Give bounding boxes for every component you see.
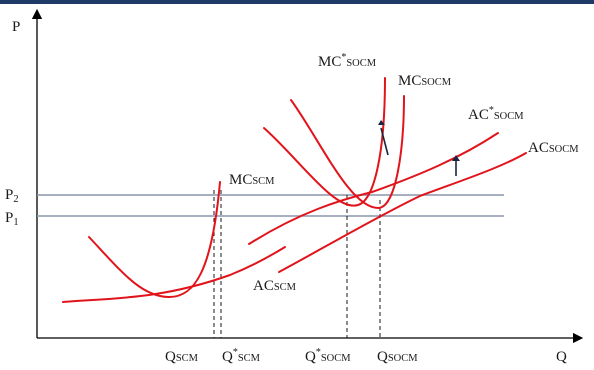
mc-shift-arrow (380, 127, 389, 156)
p2-label: P2 (5, 187, 19, 205)
mc-shift-arrow-head (378, 120, 385, 125)
ac-socm-curve (278, 152, 527, 273)
q-star-scm-label: Q*SCM (222, 347, 261, 365)
ac-scm-label: ACSCM (253, 278, 297, 294)
ac-socm-label: ACSOCM (528, 140, 579, 156)
mc-socm-curve (290, 95, 405, 209)
y-axis-label: P (12, 19, 20, 35)
ac-scm-flat-curve (62, 246, 286, 303)
mc-star-socm-curve (263, 77, 386, 207)
q-socm-label: QSOCM (377, 349, 418, 365)
top-accent-bar (0, 0, 594, 4)
ac-star-socm-label: AC*SOCM (468, 105, 524, 123)
mc-scm-label: MCSCM (229, 172, 275, 188)
q-star-socm-label: Q*SOCM (305, 347, 351, 365)
x-axis-label: Q (556, 349, 567, 365)
ac-star-socm-curve (248, 132, 499, 245)
mc-star-socm-label: MC*SOCM (318, 52, 377, 70)
p1-label: P1 (5, 210, 19, 228)
mc-scm-curve (88, 181, 221, 299)
mc-socm-label: MCSOCM (398, 73, 452, 89)
ac-shift-arrow-head (452, 155, 460, 161)
q-scm-label: QSCM (165, 349, 199, 365)
